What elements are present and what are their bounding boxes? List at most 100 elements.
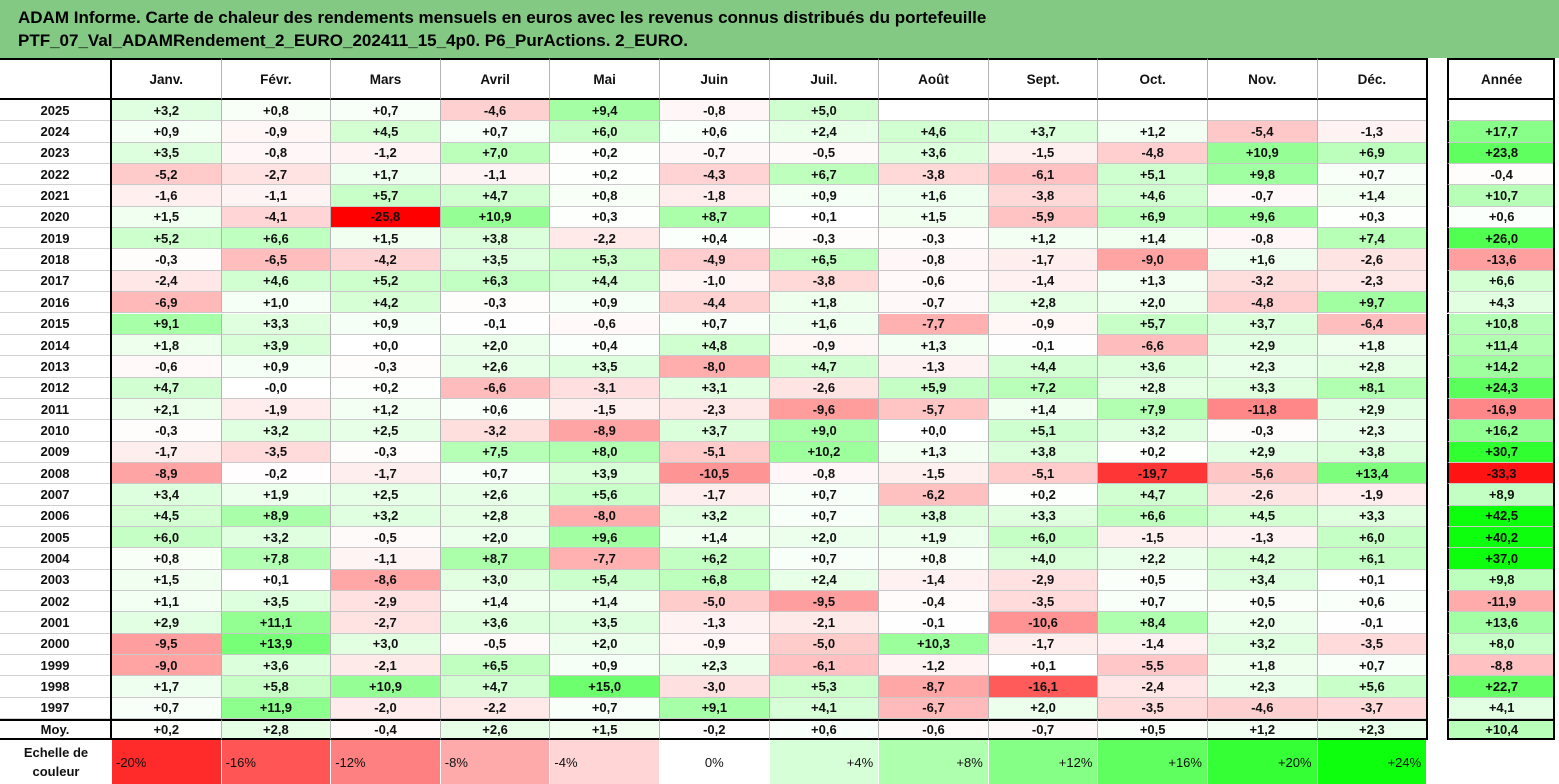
heatmap-cell: [1098, 100, 1208, 122]
heatmap-cell: +8,7: [660, 206, 770, 229]
heatmap-cell: +3,5: [440, 249, 551, 271]
heatmap-cell: -10,6: [988, 612, 1099, 634]
heatmap-cell: +0,0: [879, 420, 989, 442]
heatmap-cell: +11,1: [221, 612, 332, 634]
heatmap-cell: +3,4: [1208, 569, 1318, 592]
row-year-label: 2007: [0, 484, 112, 506]
heatmap-cell: +7,2: [988, 377, 1099, 399]
heatmap-cell: -5,2: [112, 164, 222, 186]
heatmap-cell: -8,9: [550, 420, 660, 442]
row-year-label: 2022: [0, 164, 112, 186]
heatmap-cell: -0,1: [879, 612, 989, 634]
column-header-5: Mai: [550, 58, 660, 100]
average-cell: -0,2: [660, 719, 770, 741]
heatmap-cell: +2,2: [1098, 548, 1208, 570]
heatmap-cell: +0,7: [440, 462, 551, 485]
heatmap-cell: +15,0: [550, 676, 660, 698]
heatmap-cell: -0,3: [331, 356, 441, 378]
heatmap-cell: +0,7: [1317, 164, 1428, 186]
heatmap-cell: -1,7: [331, 462, 441, 485]
heatmap-cell: +1,8: [1317, 334, 1428, 357]
heatmap-cell: -6,1: [988, 164, 1099, 186]
heatmap-cell: -1,1: [331, 548, 441, 570]
heatmap-cell: +4,6: [1098, 185, 1208, 207]
annual-cell: +10,7: [1447, 185, 1556, 207]
heatmap-cell: +6,6: [1098, 505, 1208, 527]
heatmap-cell: +2,8: [1098, 377, 1208, 399]
heatmap-cell: -0,6: [112, 356, 222, 378]
heatmap-cell: +1,6: [1208, 249, 1318, 271]
heatmap-cell: -1,5: [1098, 527, 1208, 549]
heatmap-cell: +0,7: [769, 548, 880, 570]
heatmap-cell: +3,7: [988, 121, 1099, 143]
average-cell: +2,3: [1317, 719, 1428, 741]
heatmap-cell: +9,7: [1317, 292, 1428, 314]
heatmap-cell: +6,6: [221, 228, 332, 250]
heatmap-cell: -1,4: [879, 569, 989, 592]
row-year-label: 2004: [0, 548, 112, 570]
heatmap-cell: -0,7: [660, 142, 770, 165]
heatmap-cell: +4,7: [112, 377, 222, 399]
heatmap-cell: +13,4: [1317, 462, 1428, 485]
heatmap-cell: +0,7: [331, 100, 441, 122]
annual-cell: +13,6: [1447, 612, 1556, 634]
row-year-label: 2000: [0, 633, 112, 656]
heatmap-cell: +4,5: [112, 505, 222, 527]
heatmap-cell: +1,4: [440, 591, 551, 613]
heatmap-cell: +3,5: [221, 591, 332, 613]
heatmap-cell: +4,5: [1208, 505, 1318, 527]
heatmap-cell: +5,6: [1317, 676, 1428, 698]
heatmap-cell: +10,9: [331, 676, 441, 698]
heatmap-cell: +0,8: [550, 185, 660, 207]
annual-cell: +40,2: [1447, 527, 1556, 549]
title-line-1: ADAM Informe. Carte de chaleur des rende…: [18, 8, 987, 27]
row-year-label: 2010: [0, 420, 112, 442]
heatmap-cell: +3,9: [550, 462, 660, 485]
heatmap-cell: -2,7: [221, 164, 332, 186]
heatmap-cell: -0,9: [660, 633, 770, 656]
average-cell: +0,2: [112, 719, 222, 741]
heatmap-cell: -2,2: [550, 228, 660, 250]
heatmap-cell: -3,2: [1208, 270, 1318, 293]
heatmap-cell: +3,1: [660, 377, 770, 399]
annual-cell: +10,8: [1447, 313, 1556, 335]
row-year-label: 2008: [0, 462, 112, 485]
column-header-12: Déc.: [1317, 58, 1428, 100]
heatmap-cell: -2,0: [331, 697, 441, 720]
heatmap-cell: -9,0: [1098, 249, 1208, 271]
heatmap-cell: +1,3: [879, 334, 989, 357]
heatmap-cell: +1,4: [1317, 185, 1428, 207]
heatmap-cell: +0,9: [550, 292, 660, 314]
heatmap-cell: +11,9: [221, 697, 332, 720]
average-annual-cell: +10,4: [1447, 719, 1556, 741]
heatmap-cell: +0,1: [769, 206, 880, 229]
heatmap-cell: +9,6: [1208, 206, 1318, 229]
heatmap-cell: -1,5: [550, 398, 660, 421]
row-year-label: 1999: [0, 655, 112, 677]
heatmap-cell: -8,7: [879, 676, 989, 698]
annual-cell: +16,2: [1447, 420, 1556, 442]
heatmap-cell: +9,0: [769, 420, 880, 442]
heatmap-cell: -8,6: [331, 569, 441, 592]
heatmap-cell: -5,6: [1208, 462, 1318, 485]
heatmap-cell: -0,5: [440, 633, 551, 656]
heatmap-cell: +0,1: [988, 655, 1099, 677]
heatmap-cell: -1,2: [331, 142, 441, 165]
color-scale-swatch: +24%: [1317, 740, 1428, 784]
heatmap-cell: +5,7: [1098, 313, 1208, 335]
column-header-8: Août: [879, 58, 989, 100]
heatmap-cell: +2,9: [1208, 334, 1318, 357]
heatmap-cell: -2,3: [1317, 270, 1428, 293]
heatmap-cell: -7,7: [879, 313, 989, 335]
heatmap-cell: +2,8: [988, 292, 1099, 314]
heatmap-cell: -0,9: [988, 313, 1099, 335]
heatmap-cell: -1,9: [1317, 484, 1428, 506]
heatmap-cell: +4,4: [988, 356, 1099, 378]
annual-cell: +14,2: [1447, 356, 1556, 378]
heatmap-cell: +8,4: [1098, 612, 1208, 634]
annual-cell: +8,0: [1447, 633, 1556, 656]
heatmap-cell: -9,0: [112, 655, 222, 677]
annual-cell: -13,6: [1447, 249, 1556, 271]
heatmap-cell: +2,9: [1317, 398, 1428, 421]
heatmap-cell: +6,0: [988, 527, 1099, 549]
